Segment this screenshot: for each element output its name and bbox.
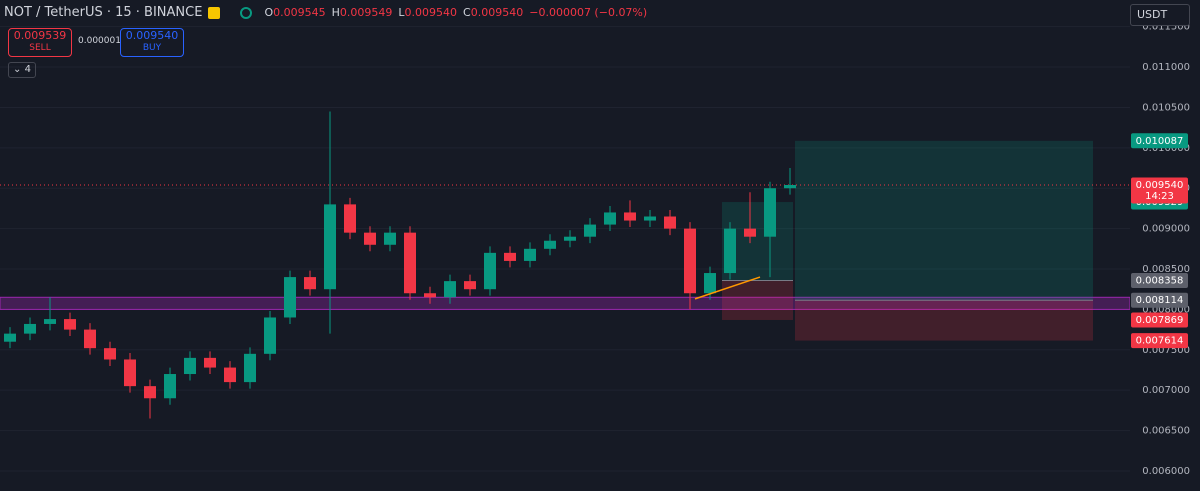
sell-button[interactable]: 0.009539 SELL — [8, 28, 72, 57]
sell-label: SELL — [29, 43, 51, 53]
y-tick-label: 0.007000 — [1142, 385, 1190, 396]
candle-body — [424, 293, 436, 298]
candle-body — [404, 232, 416, 294]
price-axis — [1130, 0, 1200, 491]
sell-price: 0.009539 — [13, 29, 67, 42]
countdown: 14:23 — [1145, 191, 1174, 202]
y-tick-label: 0.011000 — [1142, 62, 1190, 73]
candle-body — [784, 184, 796, 189]
ohlc-value: 0.009540 — [404, 6, 458, 19]
y-tick-label: 0.010000 — [1142, 143, 1190, 154]
last-price-box — [1131, 177, 1188, 204]
indicators-toggle[interactable]: ⌄ 4 — [8, 62, 36, 78]
currency-select[interactable]: USDT — [1130, 4, 1190, 26]
ohlc-key: O — [264, 6, 274, 19]
candle-body — [524, 248, 536, 261]
price-label-box — [1131, 133, 1188, 149]
y-tick-label: 0.011500 — [1142, 22, 1190, 33]
exchange-badge — [208, 6, 221, 19]
candle-body — [664, 216, 676, 229]
change: −0.000007 (−0.07%) — [529, 6, 648, 19]
y-tick-label: 0.010500 — [1142, 102, 1190, 113]
stop-zone — [722, 280, 793, 320]
candle-body — [64, 319, 76, 330]
candle-body — [564, 236, 576, 241]
candle-body — [364, 232, 376, 245]
candle-body — [544, 240, 556, 249]
candle-body — [624, 212, 636, 221]
ohlc-key: H — [331, 6, 340, 19]
symbol-header: NOT / TetherUS · 15 · BINANCE O0.009545 H… — [4, 5, 647, 20]
candle-body — [684, 228, 696, 294]
price-label: 0.008358 — [1136, 275, 1184, 286]
candle-body — [324, 204, 336, 290]
price-label-box — [1131, 333, 1188, 349]
y-tick-label: 0.006000 — [1142, 466, 1190, 477]
candle-body — [744, 228, 756, 237]
price-label-box — [1131, 312, 1188, 328]
market-status — [240, 6, 253, 19]
indicator-count: 4 — [24, 64, 31, 75]
candle-body — [704, 273, 716, 294]
candle-body — [344, 204, 356, 233]
candle-body — [164, 374, 176, 399]
candle-body — [464, 281, 476, 290]
candle-body — [224, 367, 236, 383]
price-label-box — [1131, 272, 1188, 288]
candle-body — [204, 357, 216, 368]
ohlc-value: 0.009545 — [273, 6, 326, 19]
buy-price: 0.009540 — [125, 29, 179, 42]
candle-body — [24, 323, 36, 334]
ohlc-key: L — [398, 6, 405, 19]
buy-button[interactable]: 0.009540 BUY — [120, 28, 184, 57]
candle-body — [444, 281, 456, 298]
candle-body — [764, 188, 776, 237]
candle-body — [644, 216, 656, 221]
candle-body — [484, 252, 496, 290]
ohlc: O0.009545 H0.009549 L0.009540 C0.009540 — [258, 6, 523, 19]
candle-body — [384, 232, 396, 245]
price-label: 0.008114 — [1136, 295, 1184, 306]
trendline — [694, 276, 761, 300]
y-tick-label: 0.008000 — [1142, 304, 1190, 315]
candle-body — [124, 359, 136, 387]
price-label-box — [1131, 292, 1188, 308]
y-tick-label: 0.009000 — [1142, 224, 1190, 235]
candle-body — [284, 277, 296, 318]
spread: 0.000001 — [78, 36, 121, 46]
candle-body — [584, 224, 596, 237]
ohlc-value: 0.009540 — [470, 6, 524, 19]
candle-body — [724, 228, 736, 274]
buy-label: BUY — [142, 43, 162, 53]
price-label: 0.007614 — [1136, 336, 1184, 347]
ohlc-value: 0.009549 — [339, 6, 393, 19]
target-zone — [795, 140, 1093, 301]
candle-body — [604, 212, 616, 225]
ohlc-key: C — [463, 6, 471, 19]
candle-body — [264, 317, 276, 354]
candle-body — [304, 277, 316, 290]
price-label: 0.010087 — [1136, 136, 1184, 147]
candle-body — [144, 386, 156, 399]
y-tick-label: 0.008500 — [1142, 264, 1190, 275]
candle-body — [84, 329, 96, 349]
y-tick-label: 0.006500 — [1142, 426, 1190, 437]
candle-body — [504, 252, 516, 261]
currency: USDT — [1137, 8, 1168, 21]
candle-body — [44, 319, 56, 324]
symbol: NOT / TetherUS · 15 · BINANCE — [4, 5, 203, 20]
price-label: 0.007869 — [1136, 315, 1184, 326]
candle-body — [184, 357, 196, 375]
candle-body — [244, 353, 256, 383]
candle-body — [4, 333, 16, 342]
y-tick-label: 0.007500 — [1142, 345, 1190, 356]
stop-zone — [795, 300, 1093, 341]
candle-body — [104, 348, 116, 360]
last-price-label: 0.009540 — [1136, 180, 1184, 191]
